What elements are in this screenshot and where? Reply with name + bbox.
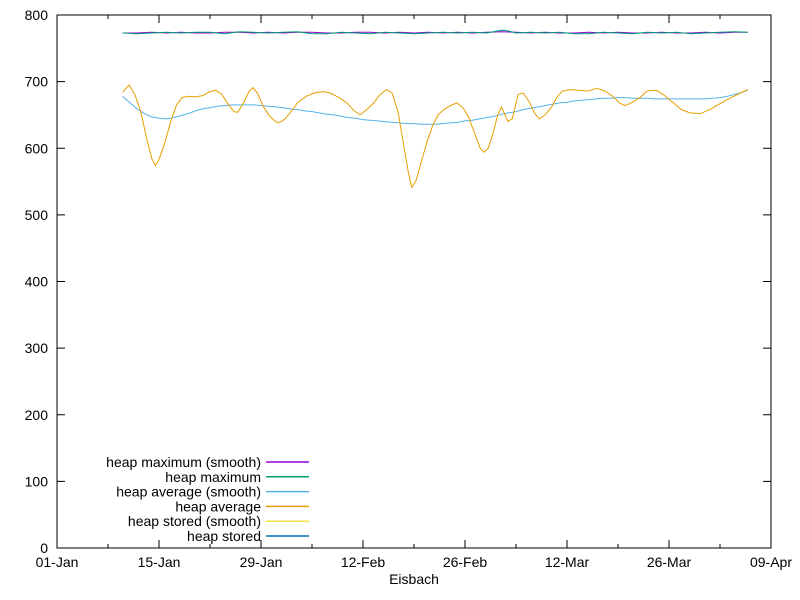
- x-tick-label: 09-Apr: [750, 554, 792, 570]
- y-tick-label: 300: [25, 340, 49, 356]
- y-tick-label: 200: [25, 407, 49, 423]
- x-tick-label: 26-Mar: [647, 554, 692, 570]
- legend-label-heap-average-smooth: heap average (smooth): [116, 484, 261, 500]
- y-tick-label: 400: [25, 274, 49, 290]
- y-tick-label: 100: [25, 473, 49, 489]
- y-tick-label: 0: [40, 540, 48, 556]
- x-tick-label: 12-Mar: [545, 554, 590, 570]
- y-tick-label: 700: [25, 74, 49, 90]
- series-heap-average-smooth: [122, 89, 748, 125]
- x-tick-label: 12-Feb: [341, 554, 386, 570]
- series-heap-average: [122, 84, 748, 189]
- legend-label-heap-maximum: heap maximum: [165, 469, 261, 485]
- legend-label-heap-stored: heap stored: [187, 528, 261, 544]
- axes-layer: 0 100 200 300 400 500 600 700 800 01-Jan 15-Jan 29-…: [25, 7, 793, 570]
- x-tick-label: 29-Jan: [240, 554, 283, 570]
- x-tick-label: 26-Feb: [443, 554, 488, 570]
- x-axis-title: Eisbach: [389, 571, 439, 587]
- legend-label-heap-maximum-smooth: heap maximum (smooth): [106, 454, 261, 470]
- legend-label-heap-stored-smooth: heap stored (smooth): [128, 513, 261, 529]
- y-tick-label: 800: [25, 7, 49, 23]
- y-tick-label: 500: [25, 207, 49, 223]
- legend-label-heap-average: heap average: [175, 498, 261, 514]
- series-layer: [122, 29, 748, 189]
- x-tick-label: 15-Jan: [138, 554, 181, 570]
- y-tick-label: 600: [25, 140, 49, 156]
- x-tick-label: 01-Jan: [36, 554, 79, 570]
- series-heap-maximum: [122, 29, 748, 35]
